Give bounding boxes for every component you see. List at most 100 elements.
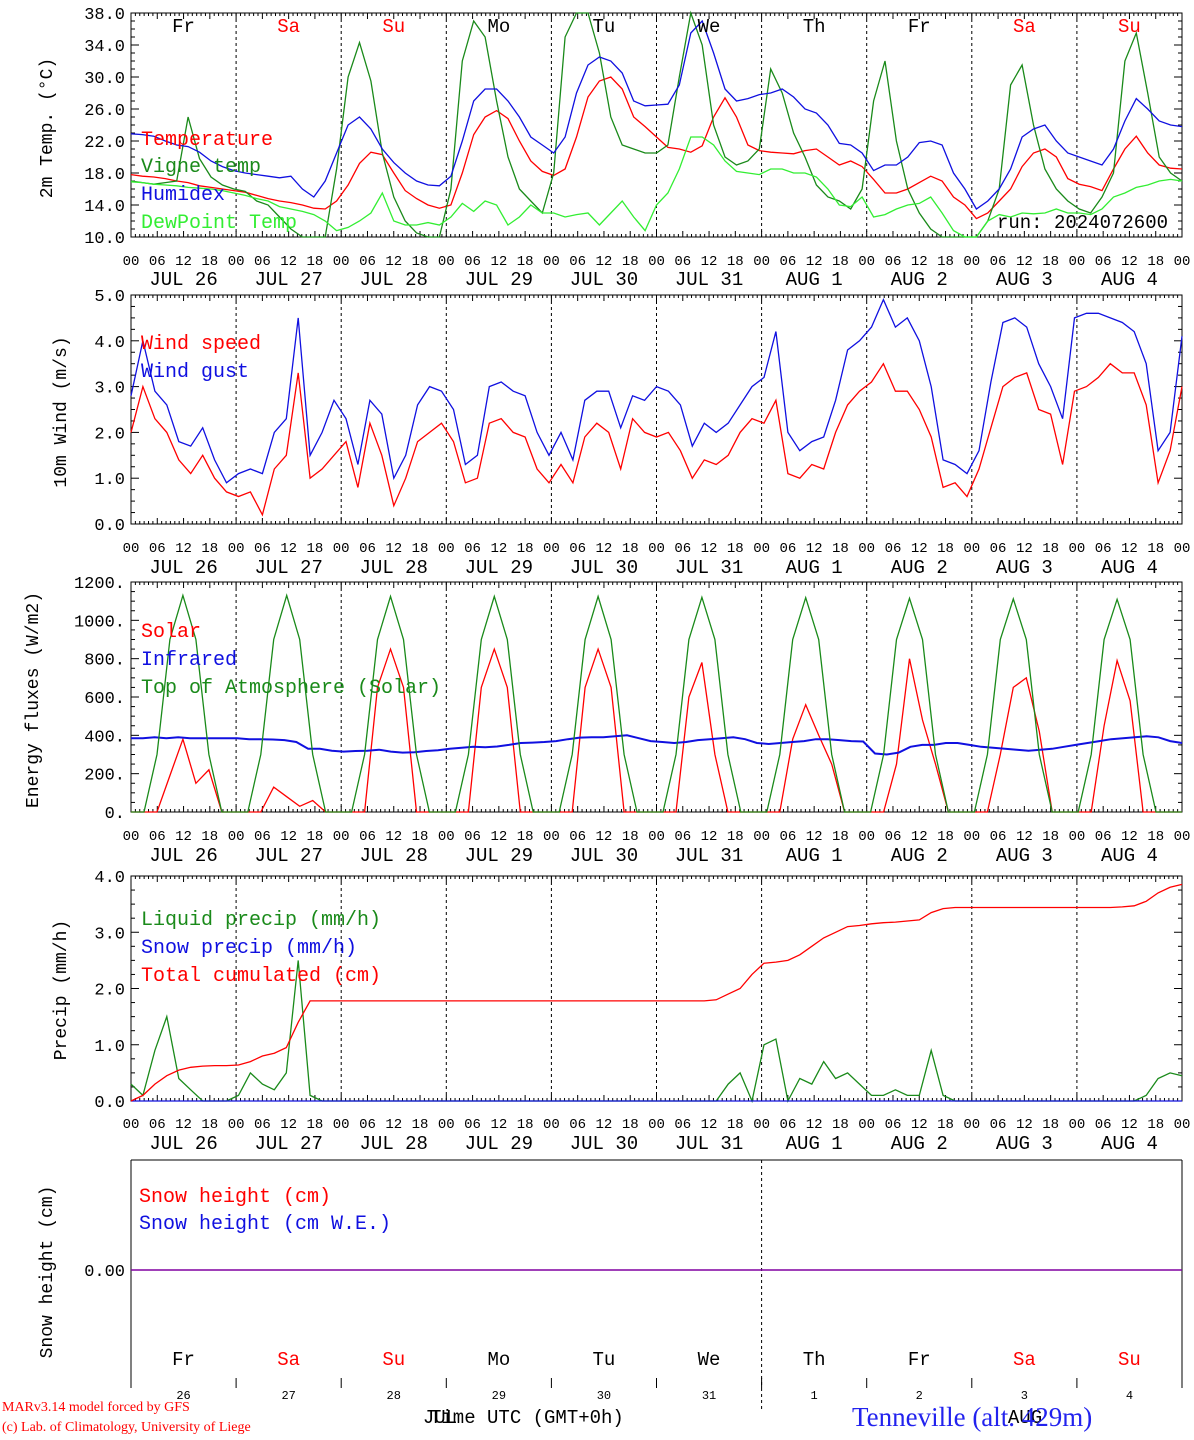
- hour-tick-label: 12: [701, 829, 718, 845]
- y-axis-label: Energy fluxes (W/m2): [24, 592, 44, 808]
- hour-tick-label: 00: [753, 541, 770, 557]
- hour-tick-label: 06: [779, 1117, 796, 1133]
- hour-tick-label: 06: [149, 541, 166, 557]
- hour-tick-label: 06: [779, 254, 796, 270]
- hour-tick-label: 12: [280, 829, 297, 845]
- legend-humidex: Humidex: [141, 184, 225, 207]
- hour-tick-label: 12: [490, 254, 507, 270]
- hour-tick-label: 12: [490, 541, 507, 557]
- date-label: AUG 3: [996, 845, 1053, 867]
- date-label: JUL 26: [149, 269, 217, 291]
- date-label: AUG 4: [1101, 269, 1158, 291]
- hour-tick-label: 18: [1042, 1117, 1059, 1133]
- legend-top-of-atmosphere-solar-: Top of Atmosphere (Solar): [141, 677, 441, 700]
- weekday-label: Tu: [593, 16, 616, 38]
- time-axis-title: Time UTC (GMT+0h): [430, 1407, 624, 1429]
- series-line-total-cumulated-cm-: [130, 883, 1183, 1102]
- y-tick-label: 14.0: [84, 198, 125, 217]
- series-line-top-of-atmosphere-solar-: [131, 593, 1182, 813]
- run-label: run: 2024072600: [997, 212, 1168, 234]
- hour-tick-label: 06: [149, 829, 166, 845]
- hour-tick-label: 06: [254, 829, 271, 845]
- date-label: JUL 30: [570, 845, 638, 867]
- hour-tick-label: 00: [1068, 1117, 1085, 1133]
- hour-tick-label: 06: [1095, 1117, 1112, 1133]
- day-number-label: 3: [1021, 1389, 1028, 1403]
- hour-tick-label: 12: [385, 1117, 402, 1133]
- date-label: AUG 1: [786, 1133, 843, 1155]
- hour-tick-label: 18: [307, 829, 324, 845]
- legend-wind-gust: Wind gust: [141, 361, 249, 384]
- date-label: AUG 1: [786, 845, 843, 867]
- weekday-label: Mo: [487, 1349, 510, 1371]
- hour-tick-label: 06: [990, 829, 1007, 845]
- weekday-label: Su: [382, 1349, 405, 1371]
- date-label: JUL 27: [254, 557, 322, 579]
- hour-tick-label: 06: [149, 1117, 166, 1133]
- y-axis-label: Snow height (cm): [38, 1186, 58, 1359]
- hour-tick-label: 00: [228, 254, 245, 270]
- hour-tick-label: 18: [201, 1117, 218, 1133]
- y-tick-label: 2.0: [94, 425, 125, 444]
- hour-tick-label: 18: [1147, 541, 1164, 557]
- hour-tick-label: 12: [490, 829, 507, 845]
- date-label: JUL 28: [360, 557, 428, 579]
- date-label: JUL 30: [570, 1133, 638, 1155]
- weekday-label: Su: [1118, 16, 1141, 38]
- hour-tick-label: 18: [517, 541, 534, 557]
- hour-tick-label: 00: [1174, 1117, 1191, 1133]
- hour-tick-label: 06: [990, 1117, 1007, 1133]
- hour-tick-label: 06: [885, 254, 902, 270]
- hour-tick-label: 06: [254, 541, 271, 557]
- weekday-label: Fr: [908, 16, 931, 38]
- y-tick-label: 4.0: [94, 334, 125, 353]
- hour-tick-label: 18: [727, 1117, 744, 1133]
- hour-tick-label: 06: [674, 541, 691, 557]
- hour-tick-label: 18: [832, 254, 849, 270]
- y-tick-label: 3.0: [94, 380, 125, 399]
- hour-tick-label: 12: [701, 254, 718, 270]
- hour-tick-label: 06: [779, 541, 796, 557]
- hour-tick-label: 12: [490, 1117, 507, 1133]
- date-label: AUG 4: [1101, 845, 1158, 867]
- hour-tick-label: 06: [254, 1117, 271, 1133]
- hour-tick-label: 00: [333, 541, 350, 557]
- date-label: JUL 28: [360, 1133, 428, 1155]
- hour-tick-label: 12: [280, 1117, 297, 1133]
- hour-tick-label: 06: [990, 254, 1007, 270]
- hour-tick-label: 12: [175, 541, 192, 557]
- weekday-label: We: [698, 1349, 721, 1371]
- day-number-label: 29: [492, 1389, 506, 1403]
- legend-vigne-temp: Vigne temp: [141, 156, 261, 179]
- hour-tick-label: 18: [832, 829, 849, 845]
- hour-tick-label: 12: [385, 254, 402, 270]
- hour-tick-label: 00: [123, 1117, 140, 1133]
- weekday-label: Sa: [277, 1349, 300, 1371]
- hour-tick-label: 00: [123, 254, 140, 270]
- hour-tick-label: 12: [596, 254, 613, 270]
- y-axis-label: 2m Temp. (°C): [38, 58, 58, 198]
- panel-1: 10.0 14.0 18.0 22.0 26.0 30.0 34.0 38.0 2m Temp.…: [38, 6, 1190, 291]
- legend-wind-speed: Wind speed: [141, 333, 261, 356]
- date-label: JUL 28: [360, 845, 428, 867]
- hour-tick-label: 06: [674, 1117, 691, 1133]
- date-label: JUL 31: [675, 1133, 743, 1155]
- y-tick-label: 400.: [84, 728, 125, 747]
- weekday-label: We: [698, 16, 721, 38]
- hour-tick-label: 06: [464, 829, 481, 845]
- date-label: AUG 3: [996, 1133, 1053, 1155]
- hour-tick-label: 18: [201, 541, 218, 557]
- y-tick-label: 2.0: [94, 982, 125, 1001]
- hour-tick-label: 18: [727, 829, 744, 845]
- day-number-label: 1: [811, 1389, 818, 1403]
- y-tick-label: 5.0: [94, 288, 125, 307]
- hour-tick-label: 06: [569, 541, 586, 557]
- hour-tick-label: 06: [569, 1117, 586, 1133]
- hour-tick-label: 00: [123, 541, 140, 557]
- legend-total-cumulated-cm-: Total cumulated (cm): [141, 965, 381, 988]
- y-tick-label: 800.: [84, 652, 125, 671]
- hour-tick-label: 00: [648, 829, 665, 845]
- series-line-temperature: [130, 76, 1183, 220]
- hour-tick-label: 00: [753, 829, 770, 845]
- legend-dewpoint-temp: DewPoint Temp: [141, 212, 297, 235]
